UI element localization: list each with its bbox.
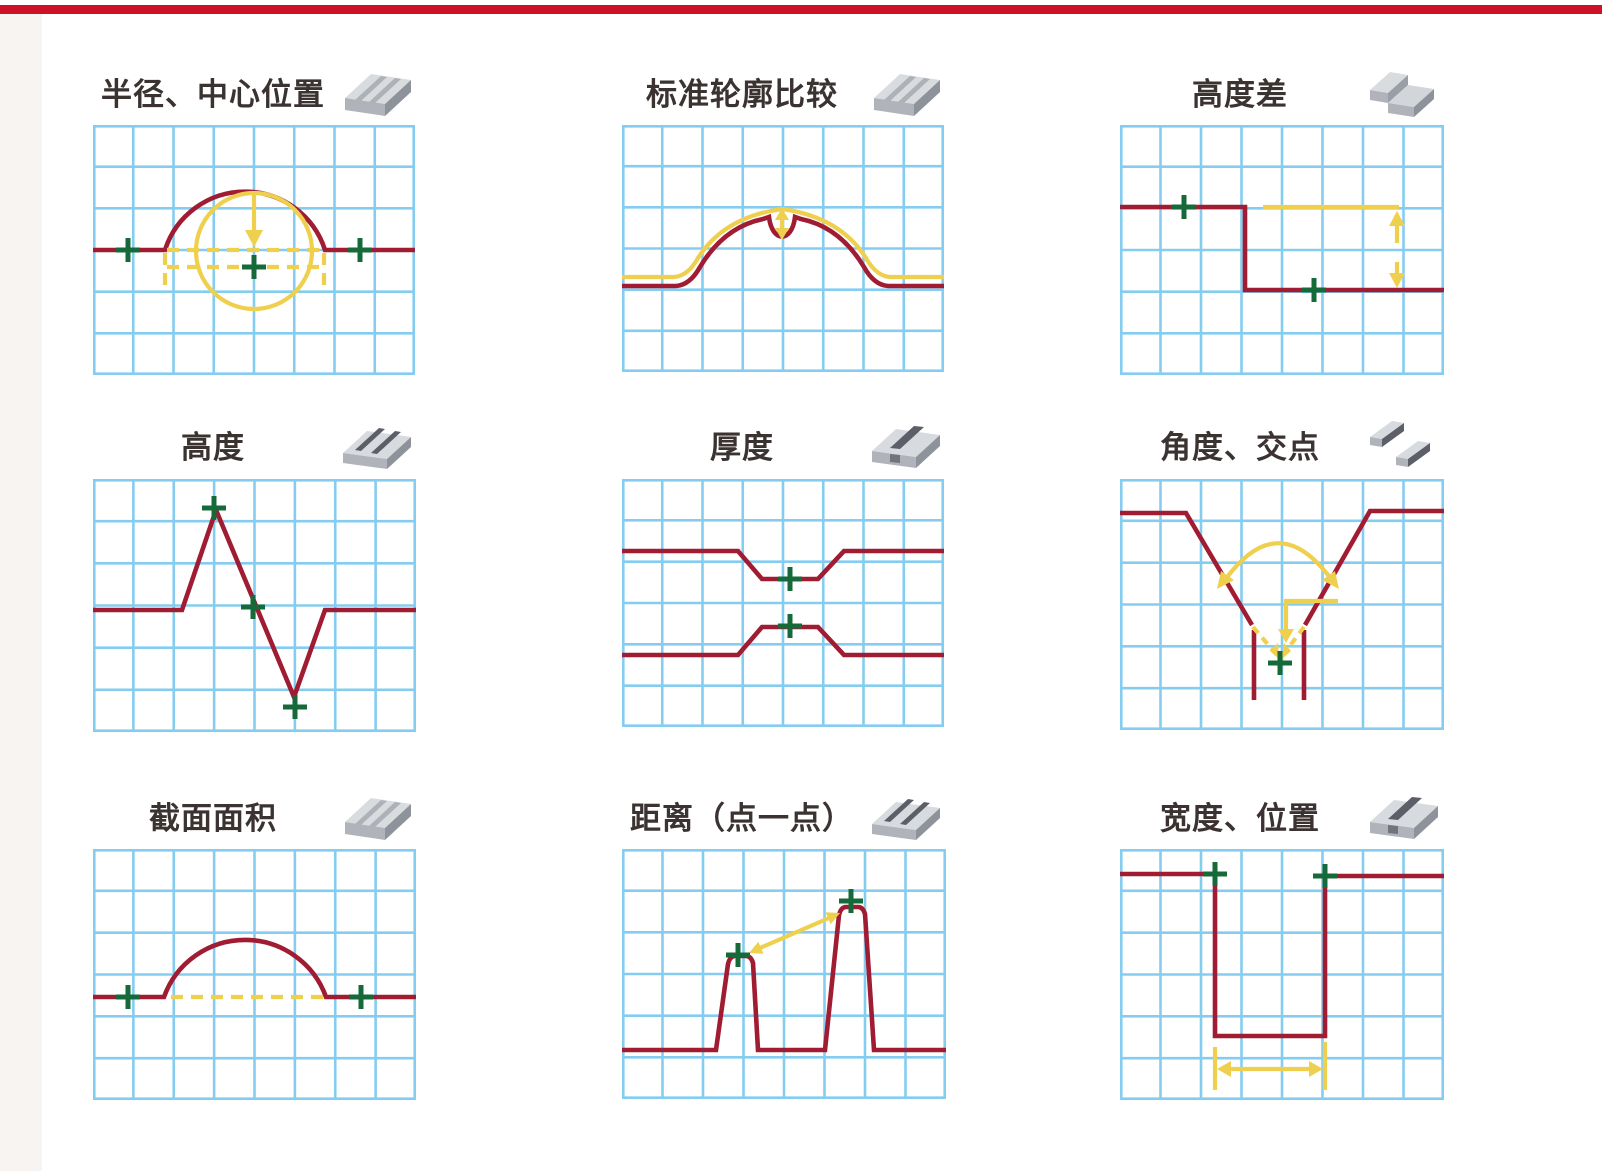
panel-header: 高度 xyxy=(93,410,417,479)
marker-cross xyxy=(348,238,372,262)
measurement-diagram-distance xyxy=(622,849,946,1099)
marker-cross xyxy=(726,943,750,967)
marker-cross xyxy=(1203,862,1227,886)
arrowhead-right-icon xyxy=(1309,1061,1323,1077)
panel-title: 距离（点一点） xyxy=(630,801,854,837)
arrowhead-down-icon xyxy=(245,230,263,247)
dimension-arrow-shaft xyxy=(759,916,830,950)
grid-layer xyxy=(1120,125,1444,375)
panel-title: 厚度 xyxy=(710,430,774,466)
arrowhead-left-icon xyxy=(1217,1061,1231,1077)
panel-header: 半径、中心位置 xyxy=(93,58,417,125)
wavy-surface-block-icon xyxy=(345,73,411,116)
panel-title: 高度差 xyxy=(1192,77,1288,113)
measurement-diagram-angle-intersection xyxy=(1120,479,1444,730)
angle-arc xyxy=(1223,541,1333,582)
two-bars-icon xyxy=(1370,420,1430,467)
panel-header: 厚度 xyxy=(622,410,946,479)
measurement-diagram-height xyxy=(93,479,416,732)
panel-header: 距离（点一点） xyxy=(622,782,946,849)
profile-line xyxy=(93,937,416,1000)
grid-layer xyxy=(622,125,944,372)
marker-cross xyxy=(1268,651,1292,675)
grid-layer xyxy=(1120,479,1444,730)
grid-layer xyxy=(622,479,944,727)
marker-cross xyxy=(202,496,226,520)
grid-layer xyxy=(1120,849,1444,1100)
dimension-elbow-line xyxy=(1283,598,1338,632)
arrowhead-icon xyxy=(1270,643,1279,659)
arrowhead-down-icon xyxy=(775,228,789,240)
grid-layer xyxy=(93,849,416,1100)
panel-header: 宽度、位置 xyxy=(1120,782,1444,849)
measurement-diagram-standard-profile xyxy=(622,125,944,372)
panel-header: 标准轮廓比较 xyxy=(622,58,946,125)
panel-width-position: 宽度、位置 xyxy=(1120,782,1456,1100)
marker-cross xyxy=(283,695,307,719)
marker-cross xyxy=(1172,195,1196,219)
page-top-red-bar xyxy=(0,5,1602,14)
panel-title: 标准轮廓比较 xyxy=(646,77,838,113)
panel-thickness: 厚度 xyxy=(622,410,958,727)
panel-radius-center: 半径、中心位置 xyxy=(93,58,429,375)
grooved-block-icon xyxy=(1370,796,1438,839)
arrowhead-left-icon xyxy=(749,941,764,954)
arrowhead-up-icon xyxy=(1389,211,1405,226)
panel-height-difference: 高度差 xyxy=(1120,58,1456,375)
panel-distance-point-point: 距离（点一点） xyxy=(622,782,958,1099)
measurement-diagram-width-position xyxy=(1120,849,1444,1100)
page-left-margin-strip xyxy=(0,14,42,1171)
panel-header: 高度差 xyxy=(1120,58,1444,125)
wavy-surface-block-icon xyxy=(874,73,940,116)
marker-cross xyxy=(116,238,140,262)
arrowhead-right-icon xyxy=(1322,571,1339,589)
marker-cross xyxy=(116,985,140,1009)
marker-cross xyxy=(1302,278,1326,302)
measurement-diagram-cross-section-area xyxy=(93,849,416,1100)
marker-cross xyxy=(1313,864,1337,888)
measurement-diagram-thickness xyxy=(622,479,944,727)
marker-cross xyxy=(242,255,266,279)
marker-cross xyxy=(778,614,802,638)
wavy-surface-block-icon xyxy=(345,797,411,840)
profile-line xyxy=(1120,508,1444,627)
grooved-block-icon xyxy=(872,425,940,468)
arrowhead-up-icon xyxy=(775,208,789,220)
panel-angle-intersection: 角度、交点 xyxy=(1120,410,1456,730)
measurement-diagram-height-difference xyxy=(1120,125,1444,375)
profile-drop-line xyxy=(1251,630,1307,700)
panel-title: 宽度、位置 xyxy=(1160,801,1320,837)
arrowhead-left-icon xyxy=(1217,571,1234,589)
arrowhead-icon xyxy=(1282,643,1291,659)
panel-header: 截面面积 xyxy=(93,782,417,849)
ribbed-block-icon xyxy=(343,427,411,469)
profile-line xyxy=(1120,871,1444,1039)
arrowhead-down-icon xyxy=(1389,273,1405,288)
arrowhead-right-icon xyxy=(825,912,840,925)
panel-title: 半径、中心位置 xyxy=(101,77,325,113)
ribbed-block-icon xyxy=(872,798,940,840)
marker-cross xyxy=(241,595,265,619)
panel-title: 高度 xyxy=(181,430,245,466)
marker-cross xyxy=(839,889,863,913)
panel-standard-profile: 标准轮廓比较 xyxy=(622,58,958,372)
panel-header: 角度、交点 xyxy=(1120,410,1444,479)
measurement-diagram-radius-center xyxy=(93,125,415,375)
marker-cross xyxy=(349,985,373,1009)
panel-title: 角度、交点 xyxy=(1160,430,1320,466)
stepped-block-icon xyxy=(1370,71,1434,117)
panel-height: 高度 xyxy=(93,410,429,732)
grid-layer xyxy=(622,849,946,1099)
marker-cross xyxy=(778,567,802,591)
arrowhead-down-icon xyxy=(1278,629,1294,643)
panel-cross-section-area: 截面面积 xyxy=(93,782,429,1100)
fitted-circle xyxy=(193,190,315,312)
panel-title: 截面面积 xyxy=(149,801,277,837)
